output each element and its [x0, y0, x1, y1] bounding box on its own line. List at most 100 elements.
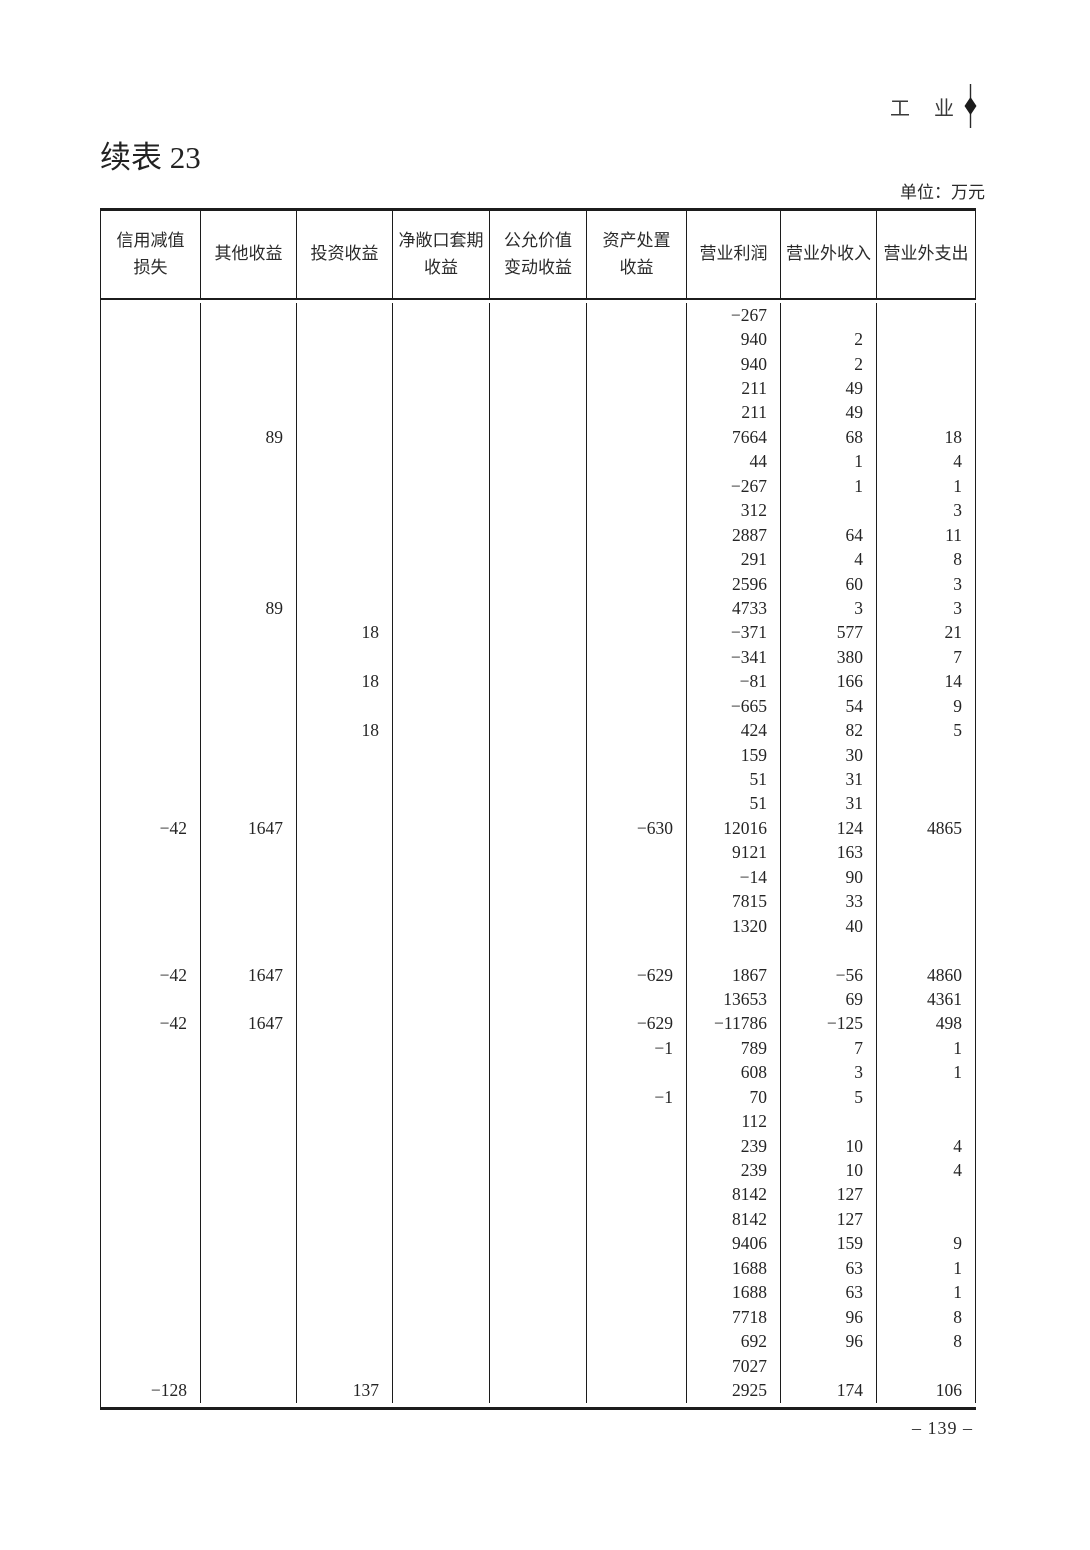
table-cell	[101, 571, 201, 597]
table-cell	[490, 596, 587, 621]
table-cell	[297, 840, 393, 866]
table-cell	[490, 962, 587, 988]
table-cell: 51	[687, 767, 781, 792]
table-cell: −128	[101, 1378, 201, 1403]
table-cell	[393, 376, 490, 401]
table-row: 18 −81 166 14	[101, 669, 976, 694]
table-cell	[101, 718, 201, 743]
table-cell	[687, 938, 781, 963]
table-cell	[587, 938, 687, 963]
table-row: −128 137 2925 174 106	[101, 1378, 976, 1403]
table-cell: 137	[297, 1378, 393, 1403]
table-cell	[201, 376, 297, 401]
table-cell	[297, 303, 393, 328]
table-cell	[781, 1109, 877, 1134]
table-row: 8142 127	[101, 1207, 976, 1232]
table-cell	[393, 1207, 490, 1232]
table-cell	[393, 987, 490, 1012]
table-cell: 40	[781, 913, 877, 939]
table-cell	[101, 767, 201, 792]
table-cell	[297, 1256, 393, 1281]
table-row: 7027	[101, 1353, 976, 1379]
table-cell: 8	[877, 1329, 976, 1354]
table-cell: 8	[877, 547, 976, 572]
table-cell: 63	[781, 1280, 877, 1305]
table-cell	[490, 1036, 587, 1061]
table-cell: 8	[877, 1304, 976, 1330]
table-cell: 174	[781, 1378, 877, 1403]
column-header: 营业外支出	[877, 211, 976, 298]
table-cell	[201, 1060, 297, 1085]
table-cell	[101, 474, 201, 499]
table-cell: 1647	[201, 1011, 297, 1037]
table-cell: 60	[781, 571, 877, 597]
table-cell	[587, 767, 687, 792]
table-cell	[781, 1353, 877, 1379]
table-cell: 498	[877, 1011, 976, 1037]
table-cell: 4	[781, 547, 877, 572]
table-cell	[297, 913, 393, 939]
table-cell	[201, 571, 297, 597]
table-cell	[587, 376, 687, 401]
table-cell: 7	[877, 645, 976, 670]
table-cell	[490, 913, 587, 939]
table-cell: 2925	[687, 1378, 781, 1403]
table-cell	[877, 1182, 976, 1208]
table-cell	[587, 913, 687, 939]
table-cell	[101, 1158, 201, 1183]
table-cell: 5	[781, 1085, 877, 1110]
table-cell	[781, 303, 877, 328]
table-cell	[587, 742, 687, 768]
table-cell: 31	[781, 767, 877, 792]
table-cell: 211	[687, 400, 781, 426]
table-row: −14 90	[101, 865, 976, 890]
table-cell	[587, 1207, 687, 1232]
table-cell: 608	[687, 1060, 781, 1085]
table-cell: 112	[687, 1109, 781, 1134]
table-cell: −14	[687, 865, 781, 890]
table-cell	[201, 840, 297, 866]
table-cell: 577	[781, 620, 877, 646]
table-cell: 2	[781, 327, 877, 352]
table-row: −1 70 5	[101, 1085, 976, 1110]
table-cell: 64	[781, 522, 877, 548]
table-cell: 1	[877, 1060, 976, 1085]
table-cell	[201, 1207, 297, 1232]
table-cell	[877, 303, 976, 328]
page-corner-header: 工 业	[890, 84, 978, 128]
table-cell	[781, 938, 877, 963]
table-cell: 312	[687, 498, 781, 523]
table-cell	[101, 303, 201, 328]
table-cell: 4	[877, 1158, 976, 1183]
table-cell	[101, 645, 201, 670]
table-cell	[490, 742, 587, 768]
table-cell: 1688	[687, 1256, 781, 1281]
table-cell	[393, 1036, 490, 1061]
table-cell: 54	[781, 694, 877, 719]
table-cell	[201, 522, 297, 548]
table-row: 940 2	[101, 351, 976, 377]
table-cell	[101, 449, 201, 475]
data-table: 信用减值 损失 其他收益 投资收益 净敞口套期 收益 公允价值 变动收益 资产处置 收益营…	[100, 208, 976, 1410]
table-cell	[297, 596, 393, 621]
table-row: 18 −371 577 21	[101, 620, 976, 646]
table-cell: 2596	[687, 571, 781, 597]
table-cell	[297, 645, 393, 670]
table-cell: 127	[781, 1207, 877, 1232]
table-cell: 10	[781, 1158, 877, 1183]
table-row: −665 54 9	[101, 694, 976, 719]
table-row: 18 424 82 5	[101, 718, 976, 743]
table-cell	[587, 498, 687, 523]
table-cell	[297, 1304, 393, 1330]
table-cell	[587, 865, 687, 890]
table-row: 608 3 1	[101, 1060, 976, 1085]
table-cell	[490, 376, 587, 401]
table-cell	[393, 522, 490, 548]
table-cell: 3	[877, 596, 976, 621]
table-cell: 18	[297, 669, 393, 694]
table-cell: 10	[781, 1133, 877, 1159]
table-cell	[201, 1280, 297, 1305]
column-header: 营业外收入	[781, 211, 877, 298]
table-cell	[490, 498, 587, 523]
table-cell: 8142	[687, 1207, 781, 1232]
